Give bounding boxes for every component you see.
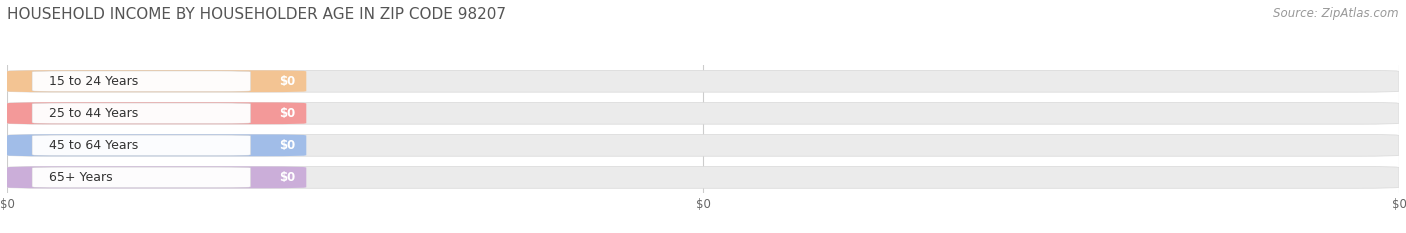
FancyBboxPatch shape bbox=[32, 135, 250, 156]
FancyBboxPatch shape bbox=[7, 134, 307, 156]
FancyBboxPatch shape bbox=[32, 71, 250, 92]
FancyBboxPatch shape bbox=[32, 167, 250, 188]
Text: HOUSEHOLD INCOME BY HOUSEHOLDER AGE IN ZIP CODE 98207: HOUSEHOLD INCOME BY HOUSEHOLDER AGE IN Z… bbox=[7, 7, 506, 22]
Text: $0: $0 bbox=[278, 139, 295, 152]
FancyBboxPatch shape bbox=[7, 103, 307, 124]
FancyBboxPatch shape bbox=[7, 166, 307, 188]
Text: $0: $0 bbox=[278, 107, 295, 120]
Text: Source: ZipAtlas.com: Source: ZipAtlas.com bbox=[1274, 7, 1399, 20]
Text: $0: $0 bbox=[278, 75, 295, 88]
FancyBboxPatch shape bbox=[7, 166, 1399, 188]
FancyBboxPatch shape bbox=[7, 103, 1399, 124]
FancyBboxPatch shape bbox=[32, 103, 250, 123]
Text: 65+ Years: 65+ Years bbox=[49, 171, 112, 184]
FancyBboxPatch shape bbox=[7, 134, 1399, 156]
Text: 25 to 44 Years: 25 to 44 Years bbox=[49, 107, 138, 120]
Text: 45 to 64 Years: 45 to 64 Years bbox=[49, 139, 138, 152]
Text: $0: $0 bbox=[278, 171, 295, 184]
FancyBboxPatch shape bbox=[7, 70, 1399, 92]
Text: 15 to 24 Years: 15 to 24 Years bbox=[49, 75, 138, 88]
FancyBboxPatch shape bbox=[7, 70, 307, 92]
